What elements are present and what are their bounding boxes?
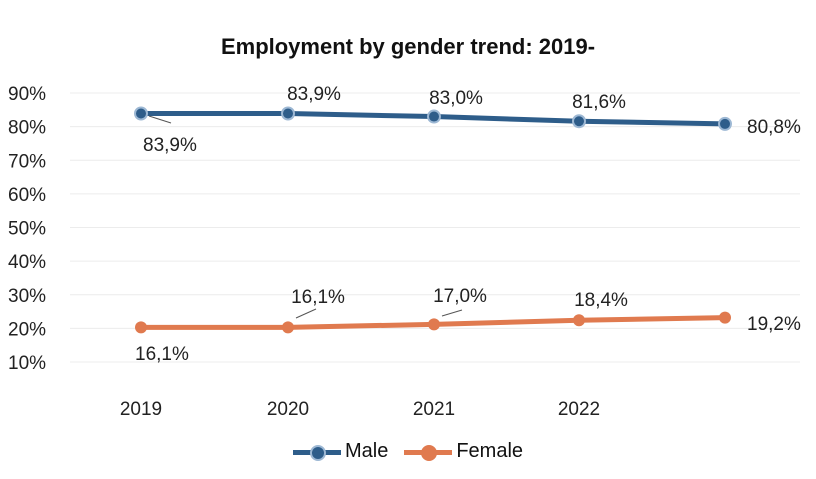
data-point-female bbox=[135, 321, 147, 334]
legend-swatch-female bbox=[404, 442, 453, 462]
y-tick-label: 80% bbox=[8, 118, 46, 139]
y-tick-label: 40% bbox=[8, 252, 46, 273]
data-label-female: 16,1% bbox=[291, 287, 345, 308]
y-tick-label: 70% bbox=[8, 151, 46, 172]
data-label-female: 16,1% bbox=[135, 344, 189, 365]
x-tick-label: 2021 bbox=[413, 399, 455, 420]
data-label-male: 80,8% bbox=[747, 117, 801, 138]
data-label-female: 18,4% bbox=[574, 290, 628, 311]
data-point-male bbox=[718, 116, 732, 131]
y-tick-label: 30% bbox=[8, 286, 46, 307]
x-tick-label: 2019 bbox=[120, 399, 162, 420]
data-point-male bbox=[134, 106, 148, 121]
legend-label-male: Male bbox=[344, 440, 389, 462]
legend: Male Female bbox=[0, 440, 816, 463]
data-point-male bbox=[572, 114, 586, 129]
y-tick-label: 10% bbox=[8, 353, 46, 374]
y-tick-label: 90% bbox=[8, 84, 46, 105]
data-point-female bbox=[719, 311, 731, 324]
label-leader-line bbox=[295, 308, 317, 319]
legend-swatch-male bbox=[292, 442, 341, 462]
label-leader-line bbox=[148, 115, 172, 124]
data-point-male bbox=[281, 106, 295, 121]
data-label-female: 19,2% bbox=[747, 314, 801, 335]
data-point-female bbox=[573, 314, 585, 327]
line-chart: 10% 20% 30% 40% 50% 60% 70% 80% 90% 2019 2020 2021… bbox=[8, 84, 801, 420]
data-label-male: 83,9% bbox=[143, 135, 197, 156]
chart-title: Employment by gender trend: 2019- bbox=[220, 34, 596, 59]
data-label-male: 81,6% bbox=[572, 92, 626, 113]
x-tick-label: 2020 bbox=[267, 399, 309, 420]
data-point-male bbox=[427, 109, 441, 124]
data-label-male: 83,9% bbox=[287, 84, 341, 105]
x-tick-label: 2022 bbox=[558, 399, 600, 420]
data-labels: 83,9% 83,9% 83,0% 81,6% 80,8% 16,1% 16,1% 17,0%… bbox=[135, 84, 801, 365]
label-leader-line bbox=[441, 309, 463, 317]
data-label-female: 17,0% bbox=[433, 286, 487, 307]
legend-label-female: Female bbox=[456, 440, 524, 462]
y-tick-label: 60% bbox=[8, 185, 46, 206]
data-point-female bbox=[428, 318, 440, 331]
data-point-female bbox=[282, 321, 294, 334]
legend-item-female: Female bbox=[404, 440, 523, 463]
y-tick-label: 50% bbox=[8, 219, 46, 240]
x-axis-ticks: 2019 2020 2021 2022 bbox=[120, 399, 600, 420]
series-lines bbox=[134, 106, 732, 334]
data-label-male: 83,0% bbox=[429, 88, 483, 109]
legend-item-male: Male bbox=[292, 440, 389, 463]
y-tick-label: 20% bbox=[8, 319, 46, 340]
y-axis-ticks: 10% 20% 30% 40% 50% 60% 70% 80% 90% bbox=[8, 84, 46, 374]
